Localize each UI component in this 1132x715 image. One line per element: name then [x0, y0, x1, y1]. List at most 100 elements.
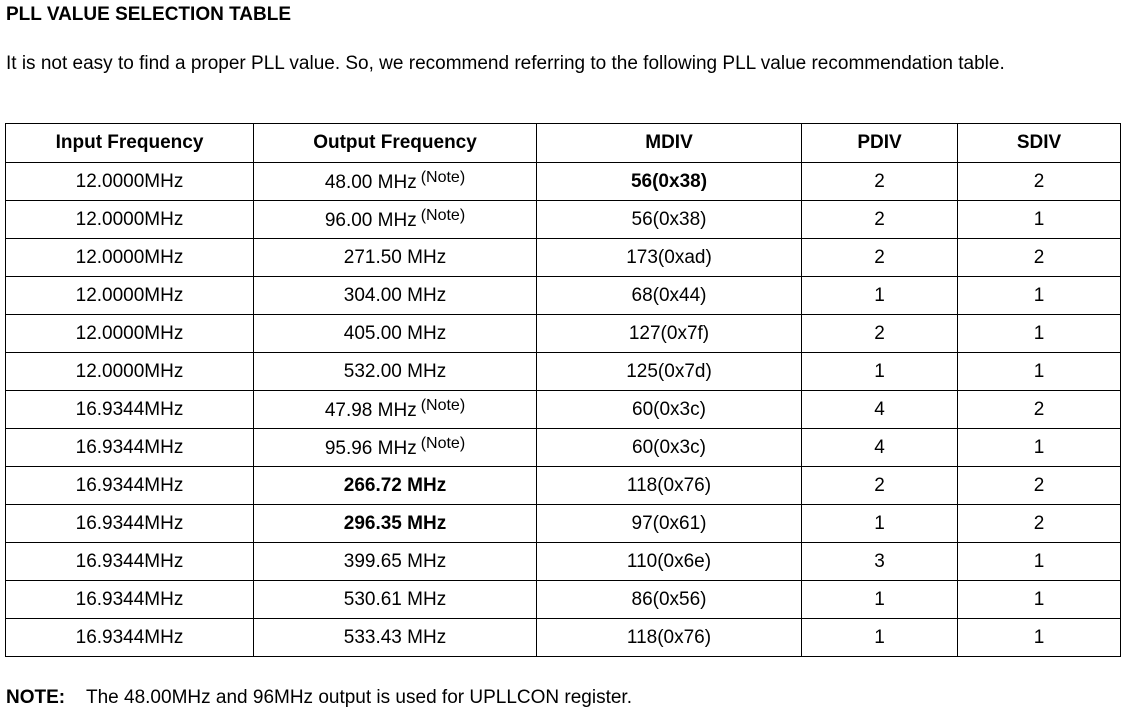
cell-input-frequency: 16.9344MHz [5, 504, 254, 543]
table-row: 16.9344MHz 296.35 MHz 97(0x61) 1 2 [5, 504, 1121, 543]
table-row: 16.9344MHz 530.61 MHz 86(0x56) 1 1 [5, 580, 1121, 619]
cell-sdiv: 1 [957, 428, 1121, 467]
table-row: 16.9344MHz 399.65 MHz 110(0x6e) 3 1 [5, 542, 1121, 581]
header-sdiv: SDIV [957, 123, 1121, 163]
cell-mdiv: 68(0x44) [536, 276, 802, 315]
pll-value-table: Input Frequency Output Frequency MDIV PD… [5, 123, 1121, 657]
cell-input-frequency: 12.0000MHz [5, 238, 254, 277]
header-input-frequency: Input Frequency [5, 123, 254, 163]
cell-pdiv: 1 [801, 352, 958, 391]
output-frequency-value: 399.65 MHz [343, 550, 447, 572]
cell-pdiv: 4 [801, 390, 958, 429]
note-marker: (Note) [420, 207, 466, 224]
cell-output-frequency: 96.00 MHz (Note) [253, 200, 537, 239]
header-mdiv: MDIV [536, 123, 802, 163]
output-frequency-value: 532.00 MHz [343, 360, 447, 382]
header-pdiv: PDIV [801, 123, 958, 163]
cell-input-frequency: 12.0000MHz [5, 314, 254, 353]
cell-sdiv: 2 [957, 238, 1121, 277]
output-frequency-value: 95.96 MHz [324, 438, 417, 459]
cell-mdiv: 60(0x3c) [536, 428, 802, 467]
table-row: 12.0000MHz 96.00 MHz (Note) 56(0x38) 2 1 [5, 200, 1121, 239]
cell-input-frequency: 12.0000MHz [5, 276, 254, 315]
cell-mdiv: 56(0x38) [536, 162, 802, 201]
note-marker: (Note) [420, 435, 466, 452]
cell-sdiv: 2 [957, 504, 1121, 543]
cell-pdiv: 2 [801, 200, 958, 239]
cell-sdiv: 1 [957, 276, 1121, 315]
table-row: 16.9344MHz 266.72 MHz 118(0x76) 2 2 [5, 466, 1121, 505]
cell-output-frequency: 266.72 MHz [253, 466, 537, 505]
cell-output-frequency: 296.35 MHz [253, 504, 537, 543]
output-frequency-value: 271.50 MHz [343, 246, 447, 268]
footnote-label: NOTE: [6, 687, 66, 708]
output-frequency-value: 296.35 MHz [343, 512, 447, 534]
cell-sdiv: 1 [957, 352, 1121, 391]
output-frequency-value: 96.00 MHz [324, 210, 417, 231]
table-row: 12.0000MHz 304.00 MHz 68(0x44) 1 1 [5, 276, 1121, 315]
cell-mdiv: 86(0x56) [536, 580, 802, 619]
cell-mdiv: 97(0x61) [536, 504, 802, 543]
cell-pdiv: 2 [801, 314, 958, 353]
cell-sdiv: 1 [957, 200, 1121, 239]
cell-sdiv: 1 [957, 542, 1121, 581]
output-frequency-value: 405.00 MHz [343, 322, 447, 344]
cell-input-frequency: 16.9344MHz [5, 542, 254, 581]
table-row: 16.9344MHz 95.96 MHz (Note) 60(0x3c) 4 1 [5, 428, 1121, 467]
cell-input-frequency: 12.0000MHz [5, 352, 254, 391]
output-frequency-value: 48.00 MHz [324, 172, 417, 193]
output-frequency-value: 533.43 MHz [343, 626, 447, 648]
cell-mdiv: 110(0x6e) [536, 542, 802, 581]
table-row: 12.0000MHz 48.00 MHz (Note) 56(0x38) 2 2 [5, 162, 1121, 201]
cell-sdiv: 1 [957, 314, 1121, 353]
cell-pdiv: 1 [801, 276, 958, 315]
cell-mdiv: 56(0x38) [536, 200, 802, 239]
cell-pdiv: 3 [801, 542, 958, 581]
cell-pdiv: 1 [801, 504, 958, 543]
output-frequency-value: 266.72 MHz [343, 474, 447, 496]
footnote: NOTE: The 48.00MHz and 96MHz output is us… [6, 687, 632, 709]
table-row: 16.9344MHz 533.43 MHz 118(0x76) 1 1 [5, 618, 1121, 657]
output-frequency-value: 47.98 MHz [324, 400, 417, 421]
cell-mdiv: 118(0x76) [536, 466, 802, 505]
cell-input-frequency: 16.9344MHz [5, 428, 254, 467]
table-header-row: Input Frequency Output Frequency MDIV PD… [5, 123, 1121, 163]
cell-output-frequency: 95.96 MHz (Note) [253, 428, 537, 467]
cell-input-frequency: 12.0000MHz [5, 162, 254, 201]
cell-mdiv: 173(0xad) [536, 238, 802, 277]
cell-output-frequency: 530.61 MHz [253, 580, 537, 619]
table-row: 12.0000MHz 405.00 MHz 127(0x7f) 2 1 [5, 314, 1121, 353]
note-marker: (Note) [420, 397, 466, 414]
cell-output-frequency: 533.43 MHz [253, 618, 537, 657]
output-frequency-value: 530.61 MHz [343, 588, 447, 610]
cell-output-frequency: 48.00 MHz (Note) [253, 162, 537, 201]
cell-input-frequency: 16.9344MHz [5, 580, 254, 619]
cell-input-frequency: 16.9344MHz [5, 618, 254, 657]
cell-pdiv: 2 [801, 238, 958, 277]
cell-output-frequency: 405.00 MHz [253, 314, 537, 353]
cell-output-frequency: 47.98 MHz (Note) [253, 390, 537, 429]
header-output-frequency: Output Frequency [253, 123, 537, 163]
cell-mdiv: 118(0x76) [536, 618, 802, 657]
cell-mdiv: 125(0x7d) [536, 352, 802, 391]
cell-pdiv: 4 [801, 428, 958, 467]
table-row: 16.9344MHz 47.98 MHz (Note) 60(0x3c) 4 2 [5, 390, 1121, 429]
cell-mdiv: 127(0x7f) [536, 314, 802, 353]
note-marker: (Note) [420, 169, 466, 186]
cell-output-frequency: 532.00 MHz [253, 352, 537, 391]
intro-paragraph: It is not easy to find a proper PLL valu… [6, 53, 1005, 74]
table-row: 12.0000MHz 532.00 MHz 125(0x7d) 1 1 [5, 352, 1121, 391]
cell-sdiv: 2 [957, 390, 1121, 429]
cell-input-frequency: 16.9344MHz [5, 466, 254, 505]
table-row: 12.0000MHz 271.50 MHz 173(0xad) 2 2 [5, 238, 1121, 277]
cell-input-frequency: 12.0000MHz [5, 200, 254, 239]
cell-sdiv: 2 [957, 466, 1121, 505]
cell-pdiv: 2 [801, 162, 958, 201]
footnote-text: The 48.00MHz and 96MHz output is used fo… [86, 687, 632, 708]
output-frequency-value: 304.00 MHz [343, 284, 447, 306]
cell-pdiv: 1 [801, 580, 958, 619]
cell-mdiv: 60(0x3c) [536, 390, 802, 429]
cell-sdiv: 2 [957, 162, 1121, 201]
cell-output-frequency: 399.65 MHz [253, 542, 537, 581]
cell-sdiv: 1 [957, 580, 1121, 619]
